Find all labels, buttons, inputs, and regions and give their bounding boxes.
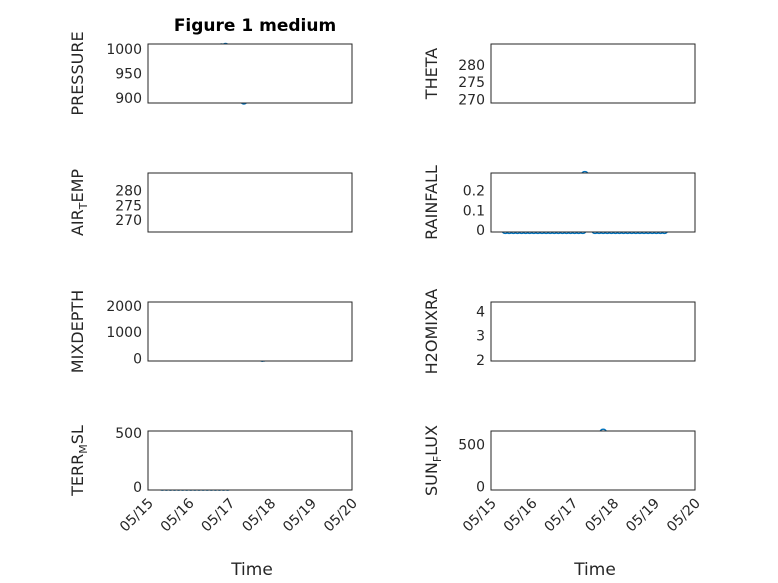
terr_msl-ylabel: TERRMSL — [68, 425, 90, 497]
h2omixra-ytick-label: 3 — [476, 329, 485, 345]
left-column-xlabel: Time — [230, 560, 273, 580]
pressure-ylabel: PRESSURE — [68, 31, 87, 115]
theta-ytick-label: 280 — [458, 58, 485, 74]
sun_flux-ytick-label: 500 — [458, 437, 485, 453]
mixdepth-axes: 0 1000 2000 MIXDEPTH — [68, 290, 353, 373]
pressure-ytick-label: 950 — [115, 67, 142, 83]
theta-ylabel-part: THETA — [422, 48, 441, 100]
mixdepth-ylabel-part: MIXDEPTH — [68, 290, 87, 373]
rainfall-frame — [490, 172, 696, 233]
right-column-xlabel: Time — [573, 560, 616, 580]
terr_msl-ylabel-part: M — [77, 444, 90, 454]
terr_msl-xtick-label: 05/18 — [239, 496, 279, 536]
terr_msl-ytick-label: 500 — [115, 426, 142, 442]
sun_flux-xtick-label: 05/16 — [501, 495, 541, 535]
theta-ytick-label: 275 — [458, 75, 485, 91]
h2omixra-ylabel-part: H2OMIXRA — [422, 289, 441, 375]
terr_msl-ytick-label: 0 — [133, 480, 142, 496]
sun_flux-ytick-label: 0 — [476, 480, 485, 496]
rainfall-axes: 0 0.1 0.2 RAINFALL — [422, 165, 696, 240]
h2omixra-ylabel: H2OMIXRA — [422, 289, 441, 375]
pressure-ylabel-part: PRESSURE — [68, 31, 87, 115]
air_temp-ytick-label: 275 — [115, 198, 142, 214]
terr_msl-xtick-label: 05/20 — [321, 496, 361, 536]
terr_msl-ylabel-part: TERR — [68, 454, 87, 497]
sun_flux-ylabel-part: LUX — [422, 425, 441, 456]
theta-ytick-label: 270 — [458, 93, 485, 109]
rainfall-ytick-label: 0.2 — [463, 184, 485, 200]
mixdepth-ylabel: MIXDEPTH — [68, 290, 87, 373]
mixdepth-ytick-label: 0 — [133, 351, 142, 367]
terr_msl-xtick-label: 05/19 — [280, 496, 320, 536]
sun_flux-ylabel-part: SUN — [422, 462, 441, 496]
sun_flux-ylabel: SUNFLUX — [422, 425, 444, 496]
sun_flux-frame — [490, 430, 696, 491]
sun_flux-xtick-label: 05/20 — [664, 496, 704, 536]
rainfall-ytick-label: 0 — [476, 223, 485, 239]
rainfall-ytick-label: 0.1 — [463, 203, 485, 219]
h2omixra-ytick-label: 2 — [476, 353, 485, 369]
rainfall-ylabel: RAINFALL — [422, 165, 441, 240]
sun_flux-xtick-label: 05/18 — [582, 496, 622, 536]
terr_msl-xtick-label: 05/15 — [117, 496, 157, 536]
h2omixra-axes: 2 3 4 H2OMIXRA — [422, 289, 696, 375]
mixdepth-ytick-label: 1000 — [106, 325, 142, 341]
pressure-ytick-label: 1000 — [106, 42, 142, 58]
theta-frame — [490, 43, 696, 104]
air_temp-ylabel: AIRTEMP — [68, 169, 90, 236]
sun_flux-ylabel-part: F — [431, 456, 444, 462]
air_temp-ylabel-part: EMP — [68, 169, 87, 203]
terr_msl-ylabel-part: SL — [68, 425, 87, 444]
terr_msl-xtick-label: 05/16 — [158, 495, 198, 535]
sun_flux-xtick-label: 05/15 — [460, 496, 500, 536]
sun_flux-xtick-label: 05/17 — [542, 496, 582, 536]
rainfall-ylabel-part: RAINFALL — [422, 165, 441, 240]
terr_msl-xtick-label: 05/17 — [199, 496, 239, 536]
terr_msl-axes: 0 500 05/15 05/16 05/17 05/18 05/19 05/20 TERRMS… — [68, 425, 361, 535]
sun_flux-xtick-label: 05/19 — [623, 496, 663, 536]
theta-ylabel: THETA — [422, 48, 441, 100]
h2omixra-frame — [490, 301, 696, 362]
air_temp-ylabel-part: AIR — [68, 209, 87, 236]
terr_msl-frame — [147, 430, 353, 491]
pressure-frame — [147, 43, 353, 104]
air_temp-ytick-label: 270 — [115, 213, 142, 229]
air_temp-ylabel-part: T — [77, 202, 90, 210]
pressure-axes: 900 950 1000 PRESSURE — [68, 31, 353, 116]
air_temp-frame — [147, 172, 353, 233]
air_temp-ytick-label: 280 — [115, 184, 142, 200]
sun_flux-axes: 0 500 05/15 05/16 05/17 05/18 05/19 05/20 SUNFLU… — [422, 425, 704, 535]
mixdepth-frame — [147, 301, 353, 362]
figure-title: Figure 1 medium — [174, 16, 336, 36]
pressure-ytick-label: 900 — [115, 91, 142, 107]
mixdepth-ytick-label: 2000 — [106, 299, 142, 315]
h2omixra-ytick-label: 4 — [476, 305, 485, 321]
